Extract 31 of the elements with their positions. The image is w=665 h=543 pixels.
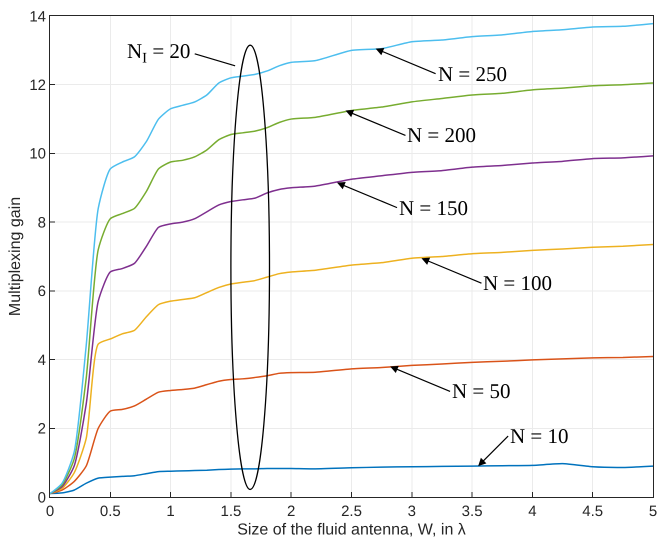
y-tick-label: 14: [29, 8, 46, 26]
line-series: [50, 244, 653, 494]
y-tick-label: 4: [38, 352, 46, 369]
x-tick-label: 4: [528, 503, 537, 520]
x-tick-label: 3: [408, 503, 416, 520]
y-tick-label: 2: [38, 420, 46, 438]
line-series: [50, 356, 653, 494]
y-tick-label: 12: [29, 76, 46, 94]
annotation: N = 50: [452, 379, 511, 403]
y-tick-label: 8: [38, 214, 46, 232]
annotation: N = 150: [399, 196, 468, 220]
y-tick-label: 6: [38, 283, 46, 300]
x-tick-label: 0.5: [100, 503, 121, 520]
y-axis-title: Multiplexing gain: [7, 196, 24, 316]
x-tick-label: 1: [166, 503, 175, 520]
x-tick-label: 1.5: [220, 503, 242, 520]
annotation: N = 100: [483, 271, 552, 295]
annotation: N = 250: [438, 62, 508, 86]
x-axis-title: Size of the fluid antenna, W, in λ: [237, 522, 466, 539]
y-tick-label: 0: [38, 489, 46, 506]
y-tick-label: 10: [29, 146, 46, 163]
x-tick-label: 2: [287, 503, 296, 520]
annotation: N = 200: [407, 123, 476, 147]
annotation: N$_{I}$ = 20: [127, 39, 190, 66]
x-tick-label: 2.5: [341, 503, 362, 520]
x-tick-label: 4.5: [582, 503, 604, 520]
annotation: N = 10: [510, 424, 569, 448]
line-series: [50, 462, 653, 494]
x-tick-label: 3.5: [462, 503, 483, 520]
line-series: [50, 155, 653, 494]
x-tick-label: 5: [648, 503, 658, 520]
